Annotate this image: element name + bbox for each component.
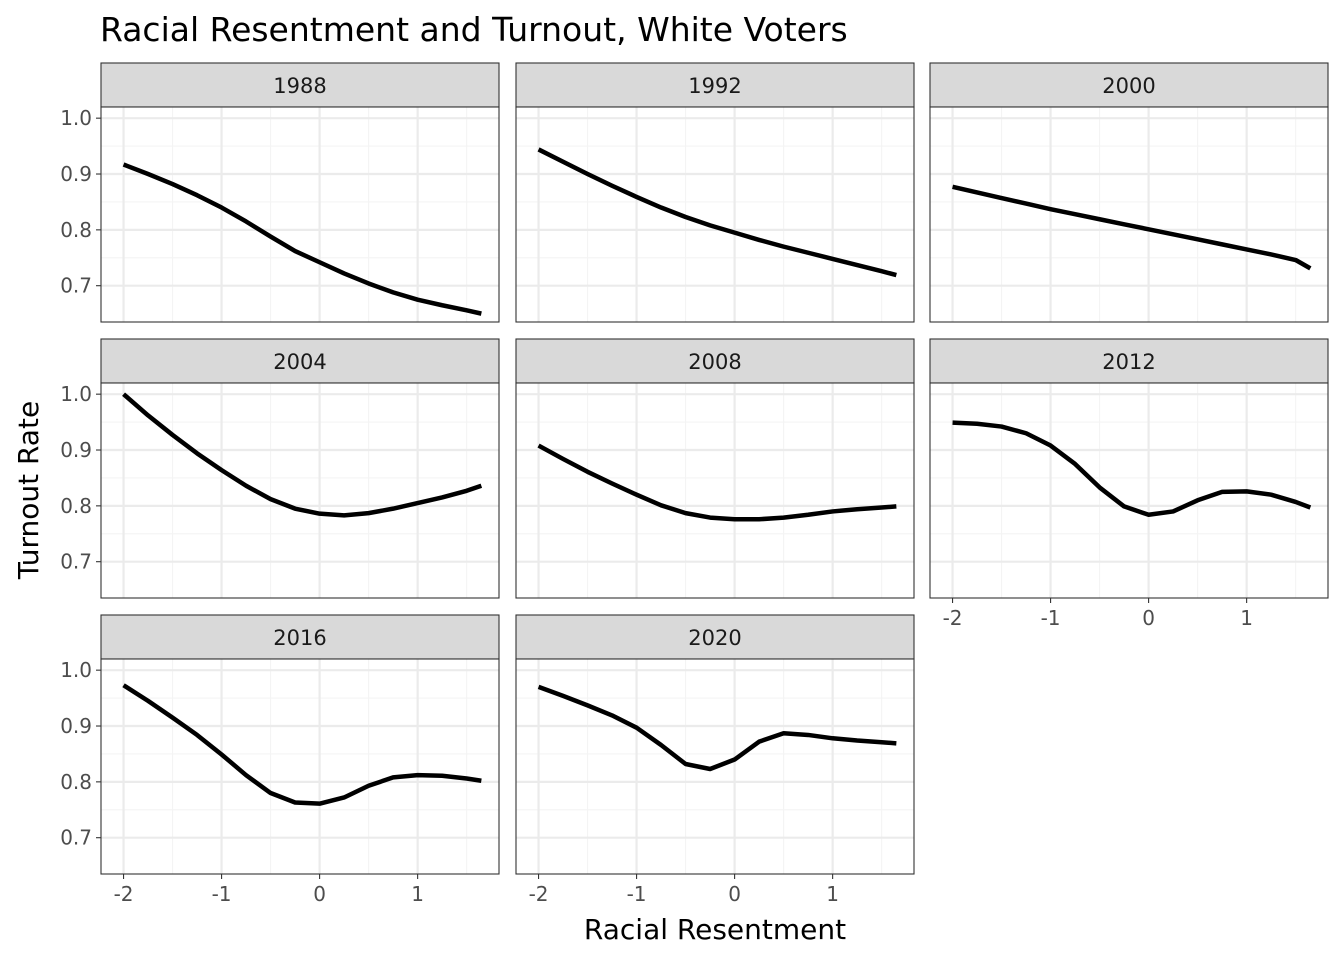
- facet-panel-2008: 2008: [515, 338, 915, 599]
- facet-panel-1988: 1988 0.7 0.8 0.9 1.0: [60, 62, 500, 323]
- panel-border: [515, 382, 915, 599]
- series-line-1992: [537, 147, 897, 278]
- facet-panel-1992: 1992: [515, 62, 915, 323]
- y-tick-label: 0.8: [60, 218, 92, 242]
- panel-background: [930, 107, 1328, 322]
- gridlines: [516, 659, 914, 874]
- facet-strip-label: 1992: [688, 74, 741, 98]
- panel-background: [930, 383, 1328, 598]
- y-tick-label: 0.9: [60, 714, 92, 738]
- y-tick-label: 0.9: [60, 438, 92, 462]
- x-tick-label: 0: [1142, 606, 1155, 630]
- x-tick-label: 1: [1240, 606, 1253, 630]
- facet-panel-2004: 2004 0.7 0.8 0.9 1.0: [60, 338, 500, 599]
- facet-strip-label: 2016: [273, 626, 326, 650]
- y-tick-label: 1.0: [60, 106, 92, 130]
- gridlines: [101, 107, 499, 322]
- series-line-2016: [122, 683, 482, 806]
- x-tick-label: -2: [114, 882, 134, 906]
- y-tick-label: 0.8: [60, 770, 92, 794]
- panel-border: [100, 658, 500, 875]
- y-axis-title: Turnout Rate: [12, 401, 45, 580]
- y-tick-label: 1.0: [60, 658, 92, 682]
- y-axis: 0.7 0.8 0.9 1.0: [60, 382, 101, 574]
- panel-background: [101, 659, 499, 874]
- gridlines: [930, 383, 1328, 598]
- panel-border: [100, 106, 500, 323]
- gridlines: [516, 107, 914, 322]
- facet-strip: [929, 338, 1329, 384]
- x-tick-label: -1: [1041, 606, 1061, 630]
- facet-panel-2012: 2012 -2 -1 0 1: [929, 338, 1329, 630]
- panel-border: [929, 106, 1329, 323]
- y-axis: 0.7 0.8 0.9 1.0: [60, 106, 101, 298]
- x-tick-label: -2: [529, 882, 549, 906]
- x-tick-label: -2: [943, 606, 963, 630]
- panel-border: [515, 658, 915, 875]
- x-axis: -2 -1 0 1: [114, 874, 424, 906]
- x-tick-label: 1: [411, 882, 424, 906]
- facet-panel-2016: 2016 0.7 0.8 0.9 1.0 -2 -1 0 1: [60, 614, 500, 906]
- x-tick-label: -1: [627, 882, 647, 906]
- facet-strip-label: 1988: [273, 74, 326, 98]
- facet-strip: [515, 62, 915, 108]
- y-tick-label: 0.7: [60, 826, 92, 850]
- panel-background: [516, 107, 914, 322]
- facet-strip: [100, 62, 500, 108]
- y-tick-label: 0.7: [60, 274, 92, 298]
- x-tick-label: 0: [313, 882, 326, 906]
- chart-title: Racial Resentment and Turnout, White Vot…: [100, 10, 848, 49]
- x-axis: -2 -1 0 1: [529, 874, 839, 906]
- facet-strip: [929, 62, 1329, 108]
- x-tick-label: 1: [826, 882, 839, 906]
- panel-border: [515, 106, 915, 323]
- panel-border: [929, 382, 1329, 599]
- x-axis: -2 -1 0 1: [943, 598, 1253, 630]
- facet-strip-label: 2008: [688, 350, 741, 374]
- facet-panels: 1988 0.7 0.8 0.9 1.0 1992 2000 2004 0.7 0.8 0.9 1.0…: [60, 62, 1329, 906]
- facet-strip-label: 2004: [273, 350, 326, 374]
- facet-panel-2020: 2020 -2 -1 0 1: [515, 614, 915, 906]
- gridlines: [516, 383, 914, 598]
- facet-strip: [100, 338, 500, 384]
- x-tick-label: -1: [212, 882, 232, 906]
- series-line-2004: [122, 392, 483, 518]
- x-axis-title: Racial Resentment: [584, 913, 846, 946]
- facet-strip: [515, 614, 915, 660]
- series-line-2000: [952, 184, 1312, 271]
- panel-background: [101, 107, 499, 322]
- series-line-2012: [952, 420, 1312, 518]
- y-tick-label: 0.8: [60, 494, 92, 518]
- series-line-1988: [122, 162, 482, 316]
- y-tick-label: 0.9: [60, 162, 92, 186]
- panel-background: [101, 383, 499, 598]
- panel-border: [100, 382, 500, 599]
- facet-strip-label: 2000: [1102, 74, 1155, 98]
- gridlines: [930, 107, 1328, 322]
- y-axis: 0.7 0.8 0.9 1.0: [60, 658, 101, 850]
- panel-background: [516, 383, 914, 598]
- facet-strip-label: 2012: [1102, 350, 1155, 374]
- y-tick-label: 0.7: [60, 550, 92, 574]
- series-line-2008: [537, 443, 897, 522]
- gridlines: [101, 659, 499, 874]
- facet-strip-label: 2020: [688, 626, 741, 650]
- y-tick-label: 1.0: [60, 382, 92, 406]
- facet-strip: [515, 338, 915, 384]
- x-tick-label: 0: [728, 882, 741, 906]
- facet-panel-2000: 2000: [929, 62, 1329, 323]
- series-line-2020: [537, 684, 897, 772]
